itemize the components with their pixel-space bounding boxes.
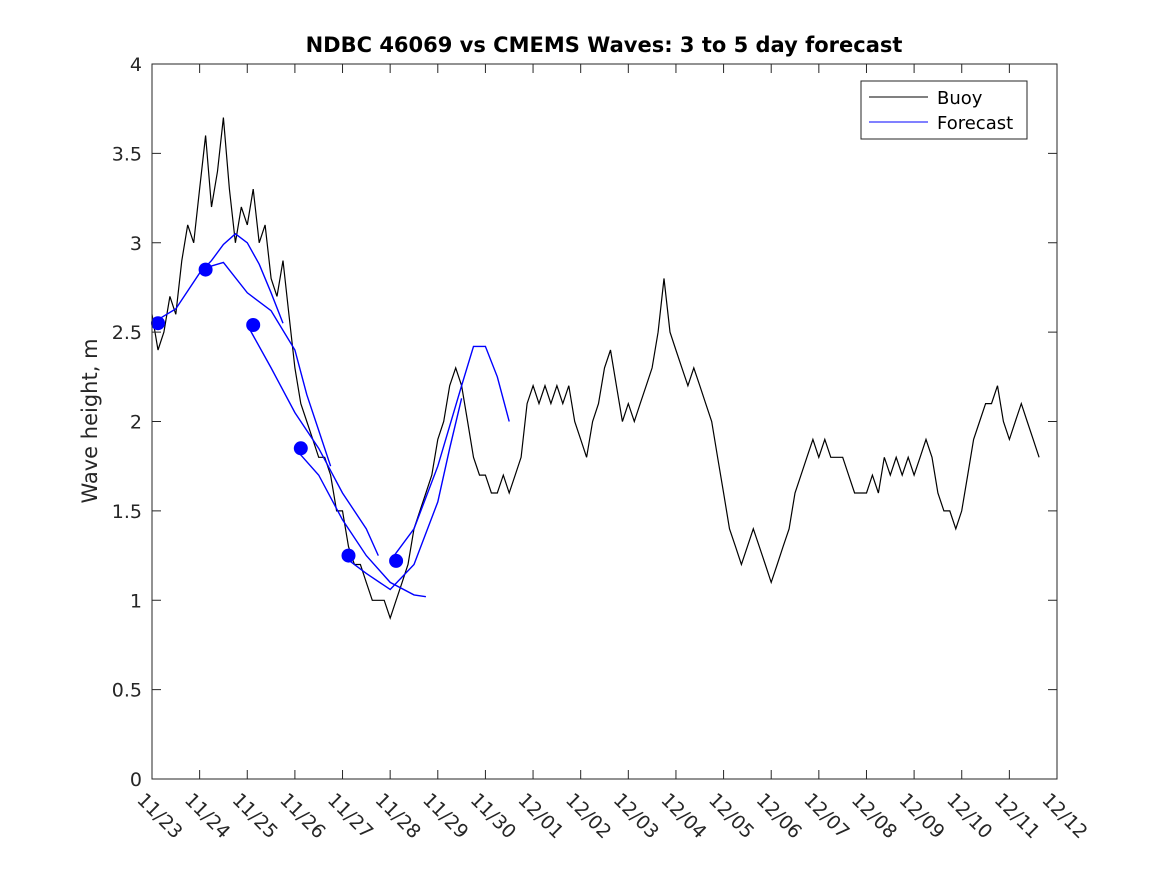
x-tick-label: 12/03	[609, 789, 663, 843]
x-tick-label: 12/12	[1037, 789, 1091, 843]
y-tick-label: 3	[130, 233, 142, 255]
ticks-layer	[151, 63, 1058, 780]
y-axis-label: Wave height, m	[78, 338, 102, 503]
plot-area-background	[152, 64, 1057, 779]
x-tick-label: 12/08	[847, 789, 901, 843]
forecast-start-point	[198, 262, 213, 277]
x-tick-label: 12/04	[656, 789, 710, 843]
forecast-series-line	[342, 398, 463, 591]
x-tick-label: 12/01	[514, 789, 568, 843]
y-tick-label: 2.5	[112, 322, 142, 344]
x-tick-label: 12/07	[799, 789, 853, 843]
y-tick-label: 4	[130, 54, 142, 76]
forecast-start-point	[293, 441, 308, 456]
y-tick-label: 0.5	[112, 680, 142, 702]
forecast-series-line	[199, 261, 332, 467]
x-tick-label: 11/30	[466, 789, 520, 843]
x-tick-label: 12/06	[752, 789, 806, 843]
forecast-series-line	[151, 232, 284, 324]
legend: Buoy Forecast	[860, 80, 1028, 140]
chart-title: NDBC 46069 vs CMEMS Waves: 3 to 5 day fo…	[306, 33, 903, 57]
forecast-series-line	[246, 324, 379, 556]
legend-buoy-label: Buoy	[937, 88, 983, 109]
forecast-start-point	[389, 553, 404, 568]
y-tick-label: 1.5	[112, 501, 142, 523]
forecast-series-line	[389, 345, 510, 562]
forecast-series-line	[294, 447, 427, 598]
x-tick-label: 12/02	[561, 789, 615, 843]
buoy-series-line	[151, 117, 1040, 620]
x-tick-label: 11/26	[275, 789, 329, 843]
x-tick-labels: 11/2311/2411/2511/2611/2711/2811/2911/30…	[132, 789, 1091, 843]
x-tick-label: 11/28	[371, 789, 425, 843]
x-tick-label: 11/27	[323, 789, 377, 843]
forecast-start-point	[246, 318, 261, 332]
forecast-start-point	[151, 316, 165, 331]
x-tick-label: 12/10	[942, 789, 996, 843]
y-tick-label: 1	[130, 590, 142, 612]
y-tick-labels: 0 0.5 1 1.5 2 2.5 3 3.5 4	[112, 54, 142, 791]
y-tick-label: 0	[130, 769, 142, 791]
x-tick-label: 11/25	[228, 789, 282, 843]
x-tick-label: 11/29	[418, 789, 472, 843]
forecast-start-point	[341, 548, 356, 563]
series-layer	[151, 117, 1040, 620]
x-tick-label: 12/09	[895, 789, 949, 843]
x-tick-label: 12/11	[990, 789, 1044, 843]
y-tick-label: 3.5	[112, 143, 142, 165]
x-tick-label: 11/24	[180, 789, 234, 843]
legend-forecast-label: Forecast	[937, 113, 1013, 134]
x-tick-label: 11/23	[132, 789, 186, 843]
y-tick-label: 2	[130, 412, 142, 434]
legend-box	[860, 80, 1028, 140]
x-tick-label: 12/05	[704, 789, 758, 843]
